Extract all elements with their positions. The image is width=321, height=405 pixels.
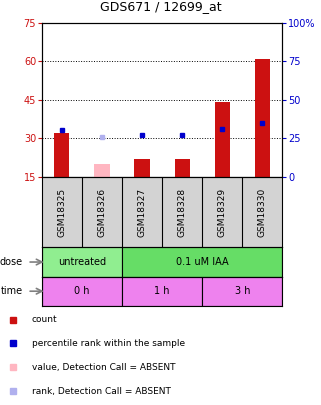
Bar bbox=[175, 159, 190, 177]
Bar bbox=[54, 133, 69, 177]
Bar bbox=[255, 59, 270, 177]
Text: 0.1 uM IAA: 0.1 uM IAA bbox=[176, 257, 229, 267]
Bar bbox=[122, 277, 202, 306]
Bar bbox=[94, 164, 109, 177]
Bar bbox=[42, 277, 122, 306]
Text: dose: dose bbox=[0, 257, 22, 267]
Text: untreated: untreated bbox=[58, 257, 106, 267]
Text: GSM18326: GSM18326 bbox=[97, 188, 107, 237]
Bar bbox=[202, 277, 282, 306]
Text: GSM18329: GSM18329 bbox=[218, 188, 227, 237]
Text: GSM18328: GSM18328 bbox=[178, 188, 187, 237]
Text: GSM18330: GSM18330 bbox=[258, 188, 267, 237]
Bar bbox=[122, 247, 282, 277]
Text: 3 h: 3 h bbox=[235, 286, 250, 296]
Bar bbox=[215, 102, 230, 177]
Text: 1 h: 1 h bbox=[154, 286, 170, 296]
Text: value, Detection Call = ABSENT: value, Detection Call = ABSENT bbox=[32, 363, 175, 372]
Bar bbox=[42, 247, 122, 277]
Text: time: time bbox=[0, 286, 22, 296]
Bar bbox=[134, 159, 150, 177]
Text: GSM18327: GSM18327 bbox=[137, 188, 147, 237]
Text: percentile rank within the sample: percentile rank within the sample bbox=[32, 339, 185, 348]
Text: GDS671 / 12699_at: GDS671 / 12699_at bbox=[100, 0, 221, 13]
Text: count: count bbox=[32, 315, 57, 324]
Text: GSM18325: GSM18325 bbox=[57, 188, 66, 237]
Text: 0 h: 0 h bbox=[74, 286, 90, 296]
Text: rank, Detection Call = ABSENT: rank, Detection Call = ABSENT bbox=[32, 387, 171, 396]
